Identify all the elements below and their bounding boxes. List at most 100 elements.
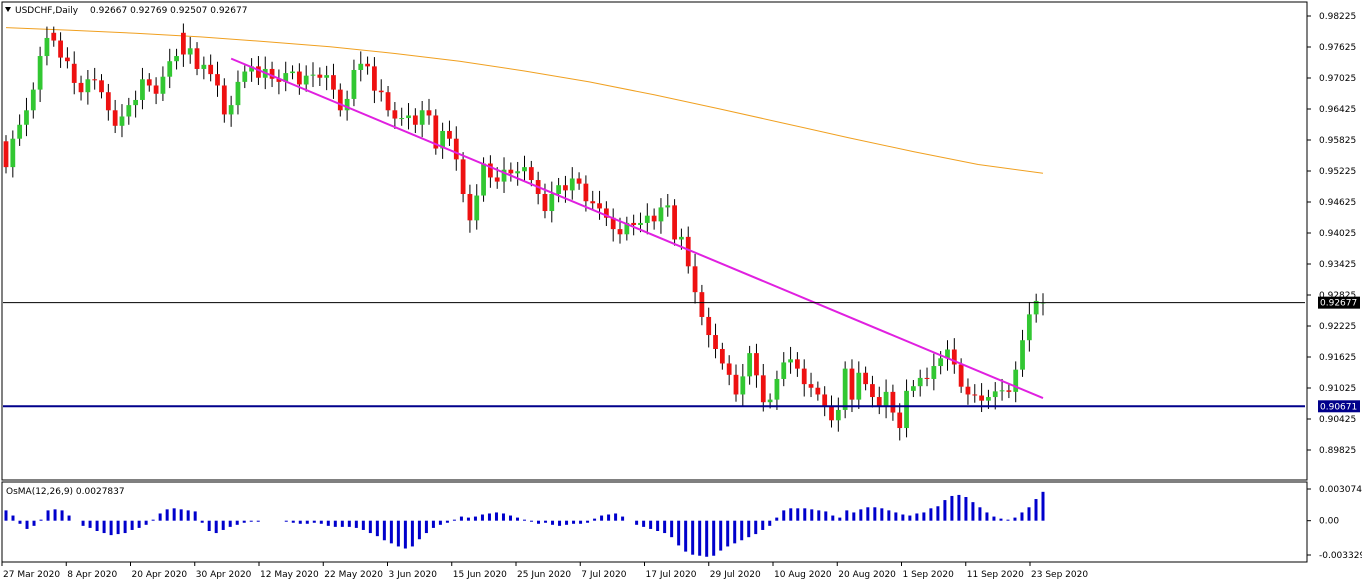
candle-body <box>590 201 596 204</box>
candle <box>146 73 152 92</box>
candle <box>119 104 125 138</box>
trendline-path <box>230 57 1044 399</box>
candle <box>167 48 173 89</box>
trendline[interactable] <box>230 57 1044 399</box>
candle <box>365 56 370 75</box>
candle <box>1006 384 1012 399</box>
candle-body <box>890 391 896 413</box>
candle-body <box>194 48 200 69</box>
candle <box>351 59 357 107</box>
osma-histogram <box>4 491 1045 557</box>
date-label: 30 Apr 2020 <box>196 570 252 580</box>
candle-body <box>992 391 998 398</box>
candle <box>528 160 534 187</box>
date-label: 20 Aug 2020 <box>838 570 896 580</box>
price-label: 0.93425 <box>1319 260 1356 270</box>
candle-body <box>10 138 16 168</box>
candle <box>842 361 848 419</box>
candle <box>699 284 705 326</box>
candle <box>692 253 698 304</box>
candle-body <box>221 85 227 115</box>
candle-body <box>331 75 336 90</box>
candle-body <box>692 266 698 293</box>
indicator-frame[interactable] <box>1 481 1308 563</box>
candle <box>412 108 418 134</box>
price-label: 0.94025 <box>1319 229 1356 239</box>
candle-body <box>754 353 759 376</box>
candle-body <box>30 89 36 111</box>
candle-body <box>795 359 800 369</box>
candle <box>3 135 9 174</box>
candle-body <box>835 409 841 421</box>
candle <box>174 48 179 70</box>
candle <box>85 69 91 105</box>
candle-body <box>228 105 234 115</box>
candle <box>65 47 70 69</box>
candle-body <box>522 167 527 172</box>
candle-body <box>631 222 637 225</box>
candle-body <box>119 116 125 126</box>
candle <box>44 26 50 66</box>
date-label: 17 Jul 2020 <box>646 570 697 580</box>
candle <box>556 177 561 203</box>
triangle-down-icon[interactable] <box>5 7 11 12</box>
current-price-label: 0.92677 <box>1320 299 1357 309</box>
candle-body <box>679 236 684 240</box>
candle-body <box>583 183 589 202</box>
date-label: 10 Aug 2020 <box>774 570 832 580</box>
candle <box>488 155 493 188</box>
candle-body <box>665 205 671 208</box>
candle-body <box>685 236 691 267</box>
candle-body <box>617 229 623 235</box>
candle <box>474 184 480 230</box>
candle-body <box>215 74 220 86</box>
candle-body <box>337 89 343 111</box>
candle <box>822 386 828 417</box>
candle-body <box>876 397 882 407</box>
date-label: 29 Jul 2020 <box>710 570 761 580</box>
candle-body <box>58 40 63 58</box>
candle <box>58 32 63 68</box>
candle <box>945 340 950 371</box>
candle <box>426 98 432 125</box>
candle <box>372 57 377 104</box>
candle <box>856 361 862 409</box>
date-label: 15 Jun 2020 <box>453 570 507 580</box>
candle <box>133 90 139 118</box>
date-label: 12 May 2020 <box>260 570 319 580</box>
candle <box>10 130 16 178</box>
candle-body <box>733 374 739 395</box>
candle-body <box>849 368 855 400</box>
candle <box>92 67 98 90</box>
candle <box>665 193 671 217</box>
candle <box>447 120 452 146</box>
candle-body <box>951 349 957 365</box>
candle-body <box>419 110 425 125</box>
candle-body <box>822 394 828 406</box>
candle <box>910 379 916 398</box>
candle-body <box>467 193 473 221</box>
candle-body <box>747 353 753 377</box>
candle-body <box>174 56 179 62</box>
candle <box>24 97 29 137</box>
price-label: 0.91625 <box>1319 353 1356 363</box>
candle <box>719 342 725 370</box>
candle <box>795 352 800 377</box>
candle-body <box>146 79 152 86</box>
candle-body <box>870 384 875 398</box>
candle <box>140 67 145 110</box>
candle <box>215 61 220 97</box>
candle <box>883 379 889 419</box>
date-label: 8 Apr 2020 <box>67 570 117 580</box>
candle-body <box>986 397 991 401</box>
candle <box>733 364 739 402</box>
candle-body <box>440 130 446 149</box>
main-chart-frame[interactable] <box>1 1 1308 481</box>
candle <box>303 65 309 92</box>
price-label: 0.97625 <box>1319 43 1356 53</box>
candle-body <box>1020 340 1025 370</box>
candle <box>740 363 746 406</box>
candle <box>863 366 869 391</box>
candle-body <box>883 391 889 407</box>
